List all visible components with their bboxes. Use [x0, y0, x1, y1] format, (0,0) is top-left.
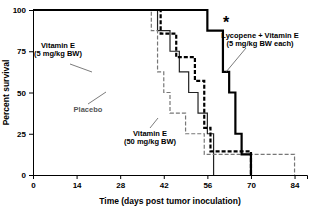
x-tick-label: 0 — [31, 181, 36, 190]
x-tick-mark — [77, 175, 78, 179]
x-tick-mark — [207, 175, 208, 179]
plot: 0 14 28 42 56 70 84 0 25 50 75 100 — [13, 6, 308, 190]
survival-line — [33, 10, 214, 175]
y-axis-title: Percent survival — [1, 60, 11, 126]
x-axis-line — [34, 176, 308, 180]
y-tick-label: 50 — [17, 89, 26, 98]
x-tick: 84 — [291, 175, 300, 190]
series-labels: Vitamin E(5 mg/kg BW) Placebo Vitamin E(50… — [34, 31, 299, 146]
significance-star: * — [223, 14, 230, 31]
x-tick-mark — [120, 175, 121, 179]
x-tick: 14 — [73, 175, 82, 190]
y-tick: 50 — [17, 89, 33, 98]
y-tick-mark — [29, 93, 33, 94]
x-tick-label: 84 — [291, 181, 300, 190]
y-tick-label: 0 — [22, 171, 27, 180]
y-tick-label: 75 — [17, 47, 26, 56]
series-label: Lycopene + Vitamin E(5 mg/kg BW each) — [221, 31, 298, 48]
survival-line — [33, 10, 251, 175]
y-tick: 100 — [13, 6, 33, 15]
chart: 0 14 28 42 56 70 84 0 25 50 75 100 Time (days post t… — [0, 0, 321, 209]
y-tick: 0 — [22, 171, 33, 180]
x-tick-label: 28 — [116, 181, 125, 190]
label-pointer — [88, 92, 106, 104]
x-tick: 28 — [116, 175, 125, 190]
y-tick-label: 100 — [13, 6, 27, 15]
survival-line — [33, 10, 251, 175]
y-tick-mark — [29, 175, 33, 176]
y-axis-line — [29, 11, 34, 176]
x-tick-label: 56 — [203, 181, 212, 190]
x-tick-mark — [164, 175, 165, 179]
series-label: Vitamin E(50 mg/kg BW) — [124, 129, 177, 146]
x-tick-label: 70 — [247, 181, 256, 190]
series-label: Vitamin E(5 mg/kg BW) — [34, 41, 82, 58]
x-tick-label: 14 — [73, 181, 82, 190]
label-pointer — [226, 48, 246, 72]
y-tick-mark — [29, 10, 33, 11]
x-axis: 0 14 28 42 56 70 84 — [31, 175, 307, 190]
x-tick: 70 — [247, 175, 256, 190]
label-pointer — [70, 64, 92, 72]
label-pointer — [150, 118, 158, 128]
x-tick: 42 — [160, 175, 169, 190]
y-axis: 0 25 50 75 100 — [13, 6, 34, 180]
x-tick-mark — [295, 175, 296, 179]
y-tick-mark — [29, 134, 33, 135]
y-tick: 25 — [17, 130, 33, 139]
y-tick: 75 — [17, 47, 33, 56]
y-tick-mark — [29, 51, 33, 52]
series-label: Placebo — [74, 105, 103, 114]
y-tick-label: 25 — [17, 130, 26, 139]
x-tick: 56 — [203, 175, 212, 190]
x-axis-title: Time (days post tumor inoculation) — [99, 196, 241, 206]
x-tick: 0 — [31, 175, 36, 190]
x-tick-label: 42 — [160, 181, 169, 190]
x-tick-mark — [251, 175, 252, 179]
